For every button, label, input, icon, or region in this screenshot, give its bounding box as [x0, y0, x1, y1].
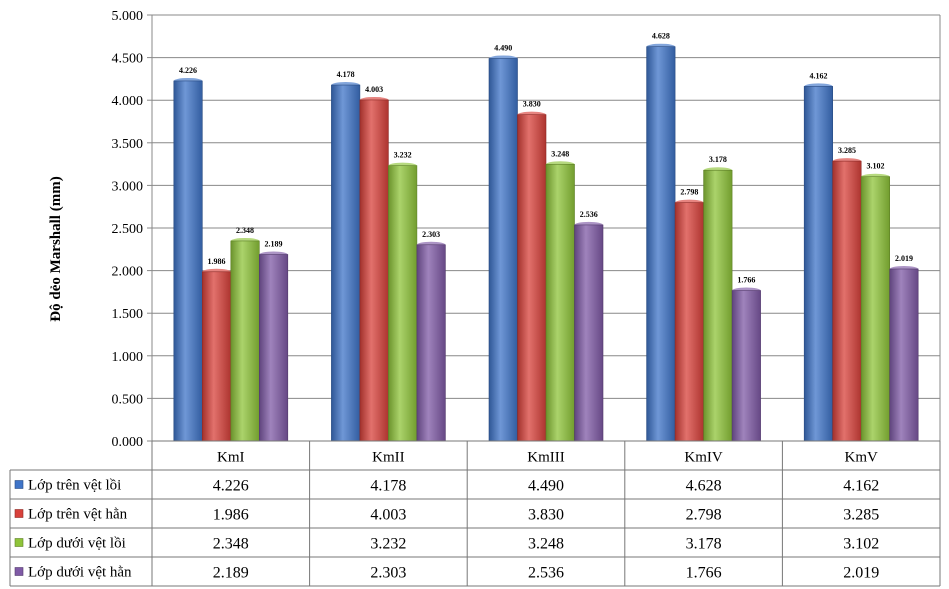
y-axis-label: Độ dẻo Marshall (mm)	[48, 176, 64, 321]
table-cell: 3.178	[686, 536, 722, 553]
table-cell: 4.490	[528, 478, 564, 495]
table-cell: 3.248	[528, 536, 564, 553]
data-label: 3.232	[394, 151, 412, 160]
table-cell: 3.830	[528, 507, 564, 524]
table-cell: 4.162	[843, 478, 879, 495]
category-label: KmI	[217, 450, 245, 466]
data-label: 2.189	[265, 239, 283, 248]
data-label: 4.226	[179, 66, 197, 75]
legend-key	[14, 480, 24, 489]
legend-key	[14, 567, 24, 576]
data-label: 2.019	[895, 254, 913, 263]
data-label: 3.248	[551, 149, 569, 158]
bar	[703, 169, 733, 442]
bar	[731, 290, 761, 442]
category-label: KmIII	[527, 450, 565, 466]
category-label: KmIV	[684, 450, 722, 466]
table-cell: 2.536	[528, 565, 564, 582]
table-cell: 4.628	[686, 478, 722, 495]
table-cell: 3.102	[843, 536, 879, 553]
legend-entry: Lớp trên vệt lồi	[28, 478, 121, 494]
y-tick-label: 1.500	[112, 307, 144, 322]
legend-entry: Lớp dưới vệt lồi	[28, 536, 126, 552]
table-cell: 4.226	[213, 478, 249, 495]
bar	[674, 202, 704, 442]
data-label: 4.162	[809, 71, 827, 80]
data-label: 3.178	[709, 155, 727, 164]
y-tick-label: 2.500	[112, 222, 144, 237]
legend-entry: Lớp dưới vệt hằn	[28, 565, 132, 581]
bar	[388, 165, 418, 442]
table-cell: 1.986	[213, 507, 249, 524]
data-table: KmI KmII KmIII KmIV KmV Lớp trên vệt lồi 4.226…	[9, 440, 941, 587]
bar	[545, 163, 575, 442]
bar	[832, 160, 862, 442]
y-tick-label: 0.500	[112, 392, 144, 407]
y-tick-label: 4.500	[112, 52, 144, 67]
table-cell: 4.178	[370, 478, 406, 495]
table-cell: 2.303	[370, 565, 406, 582]
y-tick-label: 4.000	[112, 94, 144, 109]
y-axis: 0.000 0.500 1.000 1.500 2.000 2.500 3.000 3.500…	[112, 9, 153, 450]
table-cell: 2.348	[213, 536, 249, 553]
legend-key	[14, 509, 24, 518]
y-tick-label: 2.000	[112, 265, 144, 280]
table-cell: 1.766	[686, 565, 722, 582]
data-label: 3.285	[838, 146, 856, 155]
category-label: KmII	[372, 450, 405, 466]
data-label: 4.628	[652, 32, 670, 41]
data-label: 3.830	[523, 100, 541, 109]
data-label: 1.986	[208, 257, 226, 266]
data-label: 1.766	[737, 276, 755, 285]
y-tick-label: 3.500	[112, 137, 144, 152]
data-labels: 4.226 4.178 4.490 4.628 4.162 1.986 4.003 3.830…	[179, 32, 913, 285]
data-label: 2.798	[680, 188, 698, 197]
bar	[860, 176, 891, 442]
y-tick-label: 1.000	[112, 350, 144, 365]
y-tick-label: 3.000	[112, 179, 144, 194]
bar	[517, 114, 547, 442]
data-label: 3.102	[866, 162, 884, 171]
bar	[230, 240, 260, 442]
table-cell: 2.798	[686, 507, 722, 524]
data-label: 4.003	[365, 85, 383, 94]
bar	[488, 58, 518, 442]
y-tick-label: 0.000	[112, 435, 144, 450]
legend-key	[14, 538, 24, 547]
data-label: 2.303	[422, 230, 440, 239]
table-cell: 2.019	[843, 565, 879, 582]
legend-entry: Lớp trên vệt hằn	[28, 507, 128, 523]
table-cell: 4.003	[370, 507, 406, 524]
data-label: 2.536	[580, 210, 598, 219]
bar	[416, 244, 446, 442]
bar	[331, 84, 361, 442]
bars	[173, 43, 919, 442]
data-label: 2.348	[236, 226, 254, 235]
bar	[258, 254, 289, 442]
bar	[803, 86, 834, 442]
table-cell: 3.285	[843, 507, 879, 524]
bar	[359, 99, 389, 442]
data-label: 4.490	[494, 43, 512, 52]
bar	[574, 224, 604, 442]
bar	[173, 80, 203, 442]
bar	[202, 271, 232, 442]
bar	[646, 46, 676, 442]
table-cell: 3.232	[370, 536, 406, 553]
data-label: 4.178	[337, 70, 355, 79]
table-cell: 2.189	[213, 565, 249, 582]
bar	[889, 268, 919, 442]
y-tick-label: 5.000	[112, 9, 144, 24]
category-label: KmV	[845, 450, 879, 466]
